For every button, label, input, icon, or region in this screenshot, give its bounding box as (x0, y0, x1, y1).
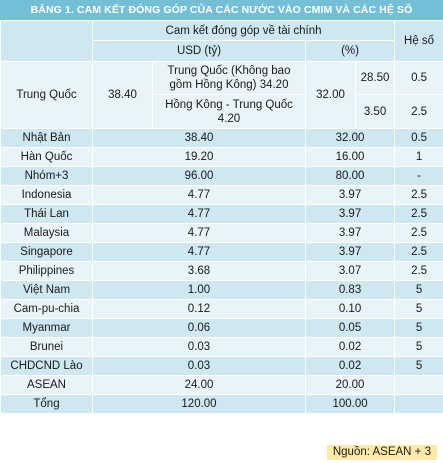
percent-value: 0.10 (306, 300, 395, 319)
source-note: Nguồn: ASEAN + 3 (327, 445, 437, 460)
coef-value (395, 376, 443, 395)
country-name: Philippines (1, 262, 93, 281)
country-name: Trung Quốc (1, 62, 93, 129)
usd-value: 19.20 (93, 148, 306, 167)
percent-value: 0.02 (306, 357, 395, 376)
percent-value: 100.00 (306, 395, 395, 414)
table-row: Thái Lan 4.77 3.97 2.5 (1, 205, 443, 224)
table-row: Brunei 0.03 0.02 5 (1, 338, 443, 357)
table-row: Malaysia 4.77 3.97 2.5 (1, 224, 443, 243)
header-commitment: Cam kết đóng góp về tài chính (93, 21, 395, 41)
percent-value: 32.00 (306, 129, 395, 148)
usd-value: 4.77 (93, 224, 306, 243)
header-coefficient: Hệ số (395, 21, 443, 62)
coef-value: 1 (395, 148, 443, 167)
china-sub1-coef: 0.5 (395, 62, 443, 95)
china-sub2-label: Hồng Kông - Trung Quốc (155, 98, 303, 112)
coef-value: 2.5 (395, 243, 443, 262)
table-row: CHDCND Lào 0.03 0.02 5 (1, 357, 443, 376)
usd-value: 38.40 (93, 129, 306, 148)
usd-value: 0.03 (93, 357, 306, 376)
usd-value: 0.03 (93, 338, 306, 357)
country-name: Hàn Quốc (1, 148, 93, 167)
coef-value: 2.5 (395, 224, 443, 243)
country-name: Brunei (1, 338, 93, 357)
country-name: Nhóm+3 (1, 167, 93, 186)
percent-value: 0.02 (306, 338, 395, 357)
coef-value: 2.5 (395, 205, 443, 224)
usd-value: 0.12 (93, 300, 306, 319)
coef-value: 2.5 (395, 262, 443, 281)
country-name: Cam-pu-chia (1, 300, 93, 319)
table-row: Cam-pu-chia 0.12 0.10 5 (1, 300, 443, 319)
usd-value: 120.00 (93, 395, 306, 414)
china-percent-total: 32.00 (306, 62, 356, 129)
table-row: Nhóm+3 96.00 80.00 - (1, 167, 443, 186)
coef-value: 5 (395, 338, 443, 357)
coef-value: 0.5 (395, 129, 443, 148)
country-name: CHDCND Lào (1, 357, 93, 376)
coef-value: 5 (395, 319, 443, 338)
coef-value: 5 (395, 300, 443, 319)
usd-value: 1.00 (93, 281, 306, 300)
country-name: Việt Nam (1, 281, 93, 300)
percent-value: 0.83 (306, 281, 395, 300)
percent-value: 20.00 (306, 376, 395, 395)
percent-value: 3.07 (306, 262, 395, 281)
percent-value: 16.00 (306, 148, 395, 167)
coef-value (395, 395, 443, 414)
country-name: Malaysia (1, 224, 93, 243)
china-usd-total: 38.40 (93, 62, 153, 129)
table-row: Singapore 4.77 3.97 2.5 (1, 243, 443, 262)
table-row: Philippines 3.68 3.07 2.5 (1, 262, 443, 281)
china-sub2: Hồng Kông - Trung Quốc 4.20 (153, 95, 306, 129)
usd-value: 3.68 (93, 262, 306, 281)
china-sub1: Trung Quốc (Không bao gồm Hồng Kông) 34.… (153, 62, 306, 95)
table-row: Hàn Quốc 19.20 16.00 1 (1, 148, 443, 167)
china-sub1-percent: 28.50 (356, 62, 395, 95)
table-row: Nhật Bản 38.40 32.00 0.5 (1, 129, 443, 148)
header-percent: (%) (306, 41, 395, 62)
percent-value: 3.97 (306, 205, 395, 224)
country-name: Tổng (1, 395, 93, 414)
coef-value: 5 (395, 281, 443, 300)
usd-value: 4.77 (93, 243, 306, 262)
china-sub2-percent: 3.50 (356, 95, 395, 129)
table-title: BẢNG 1. CAM KẾT ĐÓNG GÓP CỦA CÁC NƯỚC VÀ… (0, 0, 443, 20)
country-name: ASEAN (1, 376, 93, 395)
usd-value: 0.06 (93, 319, 306, 338)
header-country-cell (1, 21, 93, 62)
china-row-1: Trung Quốc 38.40 Trung Quốc (Không bao g… (1, 62, 443, 95)
commitment-table: Cam kết đóng góp về tài chính Hệ số USD … (0, 20, 443, 414)
percent-value: 3.97 (306, 243, 395, 262)
country-name: Nhật Bản (1, 129, 93, 148)
header-usd: USD (tỷ) (93, 41, 306, 62)
china-sub2-coef: 2.5 (395, 95, 443, 129)
percent-value: 0.05 (306, 319, 395, 338)
coef-value: - (395, 167, 443, 186)
coef-value: 2.5 (395, 186, 443, 205)
country-name: Indonesia (1, 186, 93, 205)
table-row: Myanmar 0.06 0.05 5 (1, 319, 443, 338)
table-row: Việt Nam 1.00 0.83 5 (1, 281, 443, 300)
usd-value: 96.00 (93, 167, 306, 186)
usd-value: 4.77 (93, 205, 306, 224)
usd-value: 4.77 (93, 186, 306, 205)
table-row: Indonesia 4.77 3.97 2.5 (1, 186, 443, 205)
percent-value: 3.97 (306, 224, 395, 243)
table-row: Tổng 120.00 100.00 (1, 395, 443, 414)
country-name: Myanmar (1, 319, 93, 338)
header-row-1: Cam kết đóng góp về tài chính Hệ số (1, 21, 443, 41)
china-sub2-value: 4.20 (155, 112, 303, 126)
percent-value: 3.97 (306, 186, 395, 205)
country-name: Thái Lan (1, 205, 93, 224)
china-sub1-value: 34.20 (260, 79, 289, 91)
table-row: ASEAN 24.00 20.00 (1, 376, 443, 395)
country-name: Singapore (1, 243, 93, 262)
percent-value: 80.00 (306, 167, 395, 186)
usd-value: 24.00 (93, 376, 306, 395)
coef-value: 5 (395, 357, 443, 376)
